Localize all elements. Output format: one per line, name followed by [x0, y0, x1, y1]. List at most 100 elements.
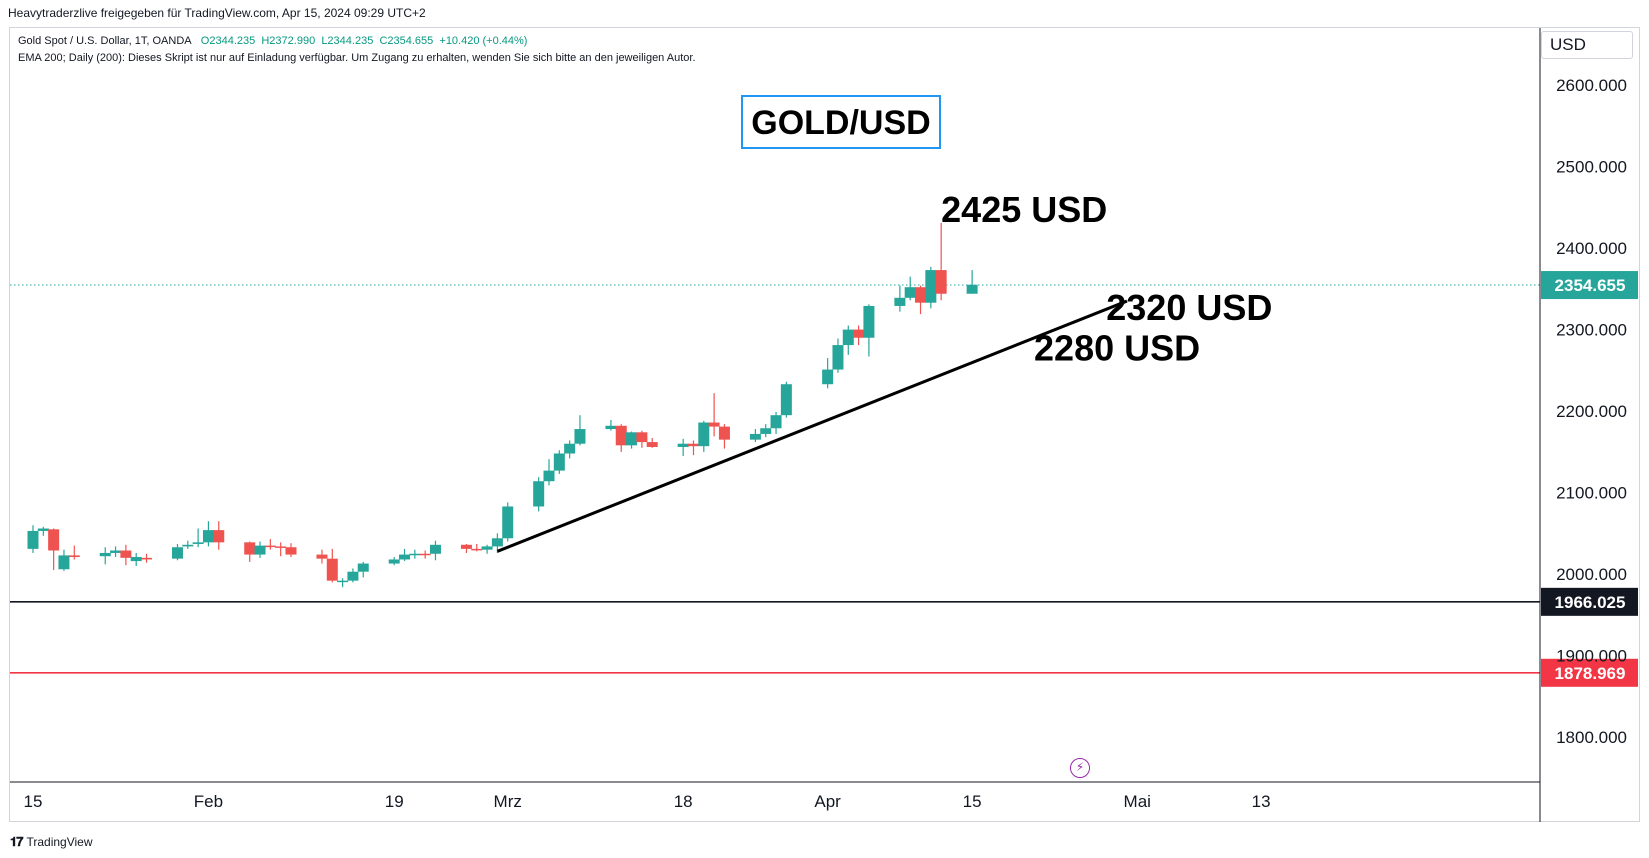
x-tick-label: Feb: [194, 792, 223, 811]
candle-2024-02-13[interactable]: [326, 548, 338, 583]
candle-2024-03-21[interactable]: [708, 393, 720, 437]
candle-2024-02-07[interactable]: [264, 539, 276, 550]
candle-2024-01-29[interactable]: [171, 543, 183, 561]
candle-2024-03-19[interactable]: [687, 440, 699, 456]
candle-2024-03-13[interactable]: [626, 431, 638, 449]
lightning-icon[interactable]: ⚡: [1070, 758, 1090, 778]
candle-2024-04-05[interactable]: [863, 304, 875, 357]
chart-title: GOLD/USD: [751, 104, 930, 142]
candle-body: [687, 443, 699, 447]
candle-2024-04-04[interactable]: [853, 325, 865, 346]
candle-2024-02-16[interactable]: [357, 561, 369, 578]
candle-2024-03-04[interactable]: [533, 477, 545, 512]
candle-2024-02-19[interactable]: [388, 557, 400, 566]
candle-2024-03-12[interactable]: [615, 424, 627, 452]
candle-2024-04-11[interactable]: [925, 266, 937, 309]
candle-body: [564, 443, 576, 454]
x-tick-label: Mai: [1124, 792, 1151, 811]
candle-2024-01-26[interactable]: [141, 553, 153, 563]
x-tick-label: 18: [674, 792, 693, 811]
candle-body: [182, 544, 194, 547]
title-box[interactable]: [741, 95, 941, 149]
candle-2024-03-06[interactable]: [553, 450, 565, 474]
candle-2024-01-23[interactable]: [110, 546, 122, 558]
candle-2024-04-10[interactable]: [915, 285, 927, 315]
candle-2024-03-08[interactable]: [574, 415, 586, 446]
candle-2024-02-02[interactable]: [213, 521, 225, 550]
candle-body: [822, 369, 834, 385]
candle-body: [419, 553, 431, 556]
candle-2024-01-16[interactable]: [37, 526, 49, 536]
candle-2024-04-01[interactable]: [822, 358, 834, 389]
x-tick-label: Mrz: [494, 792, 522, 811]
candle-2024-01-15[interactable]: [27, 525, 39, 553]
candle-2024-03-26[interactable]: [760, 424, 772, 438]
candle-2024-04-08[interactable]: [894, 285, 906, 312]
candle-2024-01-24[interactable]: [120, 544, 132, 566]
candle-2024-03-22[interactable]: [718, 424, 730, 449]
candle-2024-01-30[interactable]: [182, 540, 194, 549]
candle-2024-02-21[interactable]: [409, 549, 421, 559]
annotation-2280-USD[interactable]: 2280 USD: [1034, 328, 1200, 369]
candle-2024-04-03[interactable]: [842, 325, 854, 355]
indicator-legend[interactable]: EMA 200; Daily (200): Dieses Skript ist …: [18, 52, 696, 64]
candle-body: [780, 384, 792, 416]
candle-2024-03-20[interactable]: [698, 420, 710, 452]
candle-2024-01-25[interactable]: [130, 552, 142, 566]
candle-2024-03-01[interactable]: [502, 502, 514, 542]
candle-body: [285, 547, 297, 555]
candle-2024-03-15[interactable]: [646, 438, 658, 448]
candle-2024-04-15[interactable]: [966, 270, 978, 294]
footer-brand[interactable]: 𝟏𝟕 TradingView: [10, 834, 93, 850]
candle-body: [120, 550, 132, 558]
candle-2024-02-06[interactable]: [254, 541, 266, 558]
candle-2024-03-05[interactable]: [543, 459, 555, 486]
candle-2024-01-18[interactable]: [58, 549, 70, 571]
candle-2024-01-17[interactable]: [48, 528, 60, 571]
currency-selector[interactable]: USD: [1541, 31, 1633, 59]
candle-2024-03-27[interactable]: [770, 411, 782, 434]
ohlc-open: O2344.235: [200, 35, 256, 47]
candle-2024-02-28[interactable]: [481, 544, 493, 554]
candle-body: [832, 345, 844, 370]
candle-2024-03-11[interactable]: [605, 420, 617, 431]
annotation-2320-USD[interactable]: 2320 USD: [1106, 287, 1272, 328]
candle-2024-03-14[interactable]: [636, 430, 648, 448]
candle-body: [213, 530, 225, 543]
candle-2024-01-31[interactable]: [192, 528, 204, 548]
candle-body: [254, 545, 266, 555]
candle-2024-04-09[interactable]: [904, 276, 916, 301]
candle-2024-02-01[interactable]: [202, 521, 214, 547]
candle-body: [202, 530, 214, 543]
candle-2024-02-09[interactable]: [285, 543, 297, 558]
candle-2024-04-02[interactable]: [832, 338, 844, 373]
candle-2024-02-20[interactable]: [399, 548, 411, 562]
candle-2024-02-15[interactable]: [347, 568, 359, 583]
x-tick-label: 15: [24, 792, 43, 811]
candle-2024-01-22[interactable]: [99, 547, 111, 565]
candle-body: [491, 538, 503, 547]
candle-2024-02-27[interactable]: [471, 543, 483, 552]
candle-2024-04-12[interactable]: [935, 222, 947, 301]
candle-2024-02-29[interactable]: [491, 533, 503, 553]
annotation-2425-USD[interactable]: 2425 USD: [941, 189, 1107, 230]
candle-2024-02-14[interactable]: [337, 578, 349, 588]
candle-2024-02-08[interactable]: [275, 542, 287, 557]
x-tick-label: 19: [385, 792, 404, 811]
candle-2024-01-19[interactable]: [68, 545, 80, 560]
candle-2024-03-07[interactable]: [564, 440, 576, 459]
candle-2024-02-22[interactable]: [419, 550, 431, 559]
candle-2024-02-12[interactable]: [316, 549, 328, 564]
trendline[interactable]: [496, 299, 1128, 553]
candle-body: [110, 550, 122, 553]
candle-2024-02-26[interactable]: [460, 543, 472, 553]
y-tick-label: 2600.000: [1556, 76, 1627, 95]
candle-2024-02-23[interactable]: [429, 540, 441, 561]
candle-2024-03-18[interactable]: [677, 438, 689, 456]
candle-2024-02-05[interactable]: [244, 541, 256, 562]
candle-2024-03-25[interactable]: [749, 429, 761, 443]
symbol-name: Gold Spot / U.S. Dollar, 1T, OANDA: [18, 35, 192, 47]
chart-frame: [9, 27, 1640, 822]
candle-2024-03-28[interactable]: [780, 381, 792, 418]
